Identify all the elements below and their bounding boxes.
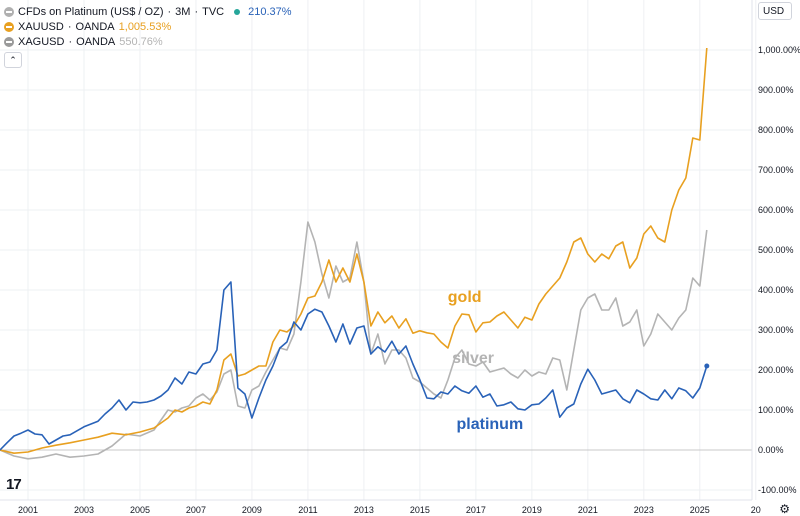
x-tick-label: 2007 <box>186 505 206 515</box>
silver-annotation: silver <box>452 350 494 367</box>
currency-select[interactable]: USD <box>758 2 792 20</box>
main-change: 210.37% <box>248 5 292 18</box>
silver-source: OANDA <box>76 35 116 48</box>
gear-icon[interactable]: ⚙ <box>779 502 790 516</box>
x-tick-label: 2019 <box>522 505 542 515</box>
main-exchange: TVC <box>202 5 225 18</box>
collapse-legend-button[interactable]: ⌃ <box>4 52 22 68</box>
x-tick-label: 2015 <box>410 505 430 515</box>
y-tick-label: 1,000.00% <box>758 45 800 55</box>
x-tick-label: 2005 <box>130 505 150 515</box>
y-tick-label: 0.00% <box>758 445 784 455</box>
platinum-last-point <box>704 363 710 369</box>
y-axis: 1,000.00% 900.00% 800.00% 700.00% 600.00% 500… <box>751 0 800 500</box>
series-annotations: gold silver platinum <box>448 289 523 433</box>
market-status-icon <box>234 8 241 15</box>
platinum-symbol-icon <box>4 6 14 17</box>
x-tick-label: 2003 <box>74 505 94 515</box>
main-interval: 3M <box>175 5 191 18</box>
y-tick-label: 800.00% <box>758 125 794 135</box>
platinum-series-line <box>0 281 708 451</box>
x-tick-label: 20 <box>751 505 761 515</box>
silver-series-line <box>0 221 708 460</box>
silver-symbol-icon <box>4 36 14 47</box>
chevron-up-icon: ⌃ <box>9 55 17 65</box>
silver-symbol: XAGUSD <box>18 35 65 48</box>
tradingview-logo: 17 <box>6 476 22 493</box>
separator: · <box>167 5 172 18</box>
y-tick-label: 100.00% <box>758 405 794 415</box>
y-tick-label: 300.00% <box>758 325 794 335</box>
platinum-annotation: platinum <box>457 416 524 433</box>
legend: CFDs on Platinum (US$ / OZ) · 3M · TVC 2… <box>4 4 292 49</box>
x-axis: 2001 2003 2005 2007 2009 2011 2013 2015 2017 2019… <box>0 499 761 515</box>
gold-symbol: XAUUSD <box>18 20 64 33</box>
y-tick-label: 200.00% <box>758 365 794 375</box>
y-tick-label: -100.00% <box>758 485 797 495</box>
y-tick-label: 600.00% <box>758 205 794 215</box>
x-tick-label: 2013 <box>354 505 374 515</box>
gold-annotation: gold <box>448 289 482 306</box>
y-tick-label: 500.00% <box>758 245 794 255</box>
separator: · <box>67 20 72 33</box>
gold-symbol-icon <box>4 21 14 32</box>
separator: · <box>194 5 199 18</box>
x-tick-label: 2011 <box>298 505 317 515</box>
legend-row-silver[interactable]: XAGUSD · OANDA 550.76% <box>4 34 292 49</box>
x-tick-label: 2025 <box>690 505 710 515</box>
x-tick-label: 2009 <box>242 505 262 515</box>
legend-row-gold[interactable]: XAUUSD · OANDA 1,005.53% <box>4 19 292 34</box>
series-lines <box>0 47 710 460</box>
x-tick-label: 2017 <box>466 505 486 515</box>
chart-grid <box>0 0 757 500</box>
y-tick-label: 400.00% <box>758 285 794 295</box>
x-tick-label: 2021 <box>578 505 598 515</box>
main-symbol-name: CFDs on Platinum (US$ / OZ) <box>18 5 164 18</box>
separator: · <box>68 35 73 48</box>
x-tick-label: 2023 <box>634 505 654 515</box>
gold-source: OANDA <box>75 20 115 33</box>
silver-value: 550.76% <box>119 35 163 48</box>
legend-row-main[interactable]: CFDs on Platinum (US$ / OZ) · 3M · TVC 2… <box>4 4 292 19</box>
gold-value: 1,005.53% <box>118 20 172 33</box>
gold-series-line <box>0 47 708 455</box>
y-tick-label: 900.00% <box>758 85 794 95</box>
y-tick-label: 700.00% <box>758 165 794 175</box>
x-tick-label: 2001 <box>18 505 38 515</box>
